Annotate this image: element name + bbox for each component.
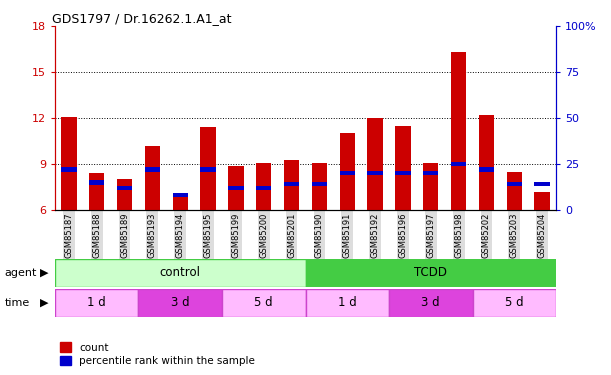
Bar bbox=[367, 118, 382, 210]
Text: TCDD: TCDD bbox=[414, 266, 447, 279]
Bar bbox=[284, 160, 299, 210]
Bar bbox=[507, 172, 522, 210]
Bar bbox=[61, 167, 76, 172]
Text: control: control bbox=[159, 266, 201, 279]
Bar bbox=[367, 171, 382, 176]
Bar bbox=[423, 162, 439, 210]
Bar bbox=[222, 289, 306, 317]
Text: ▶: ▶ bbox=[40, 298, 48, 308]
Bar bbox=[535, 192, 550, 210]
Text: ▶: ▶ bbox=[40, 268, 48, 278]
Bar bbox=[200, 167, 216, 172]
Bar bbox=[395, 171, 411, 176]
Bar bbox=[61, 117, 76, 210]
Legend: count, percentile rank within the sample: count, percentile rank within the sample bbox=[60, 342, 255, 366]
Text: GDS1797 / Dr.16262.1.A1_at: GDS1797 / Dr.16262.1.A1_at bbox=[53, 12, 232, 25]
Bar bbox=[340, 171, 355, 176]
Text: time: time bbox=[4, 298, 29, 308]
Text: 5 d: 5 d bbox=[505, 296, 524, 309]
Bar bbox=[229, 186, 244, 190]
Bar bbox=[479, 167, 494, 172]
Text: 5 d: 5 d bbox=[254, 296, 273, 309]
Text: agent: agent bbox=[4, 268, 37, 278]
Text: 1 d: 1 d bbox=[87, 296, 106, 309]
Bar bbox=[451, 162, 466, 166]
Bar bbox=[89, 180, 104, 184]
Text: 1 d: 1 d bbox=[338, 296, 357, 309]
Bar bbox=[306, 259, 556, 287]
Bar bbox=[145, 167, 160, 172]
Bar bbox=[312, 182, 327, 186]
Bar bbox=[284, 182, 299, 186]
Bar bbox=[172, 193, 188, 198]
Bar bbox=[451, 52, 466, 210]
Bar bbox=[535, 182, 550, 186]
Bar bbox=[389, 289, 472, 317]
Bar bbox=[200, 128, 216, 210]
Bar bbox=[145, 146, 160, 210]
Bar bbox=[472, 289, 556, 317]
Bar bbox=[117, 186, 132, 190]
Bar bbox=[256, 162, 271, 210]
Text: 3 d: 3 d bbox=[171, 296, 189, 309]
Bar bbox=[55, 259, 306, 287]
Bar bbox=[256, 186, 271, 190]
Bar bbox=[423, 171, 439, 176]
Bar bbox=[229, 166, 244, 210]
Bar bbox=[139, 289, 222, 317]
Bar bbox=[306, 289, 389, 317]
Bar bbox=[479, 115, 494, 210]
Bar bbox=[172, 193, 188, 210]
Bar bbox=[55, 289, 139, 317]
Bar bbox=[117, 179, 132, 210]
Bar bbox=[89, 173, 104, 210]
Bar bbox=[507, 182, 522, 186]
Text: 3 d: 3 d bbox=[422, 296, 440, 309]
Bar bbox=[395, 126, 411, 210]
Bar bbox=[312, 162, 327, 210]
Bar bbox=[340, 134, 355, 210]
